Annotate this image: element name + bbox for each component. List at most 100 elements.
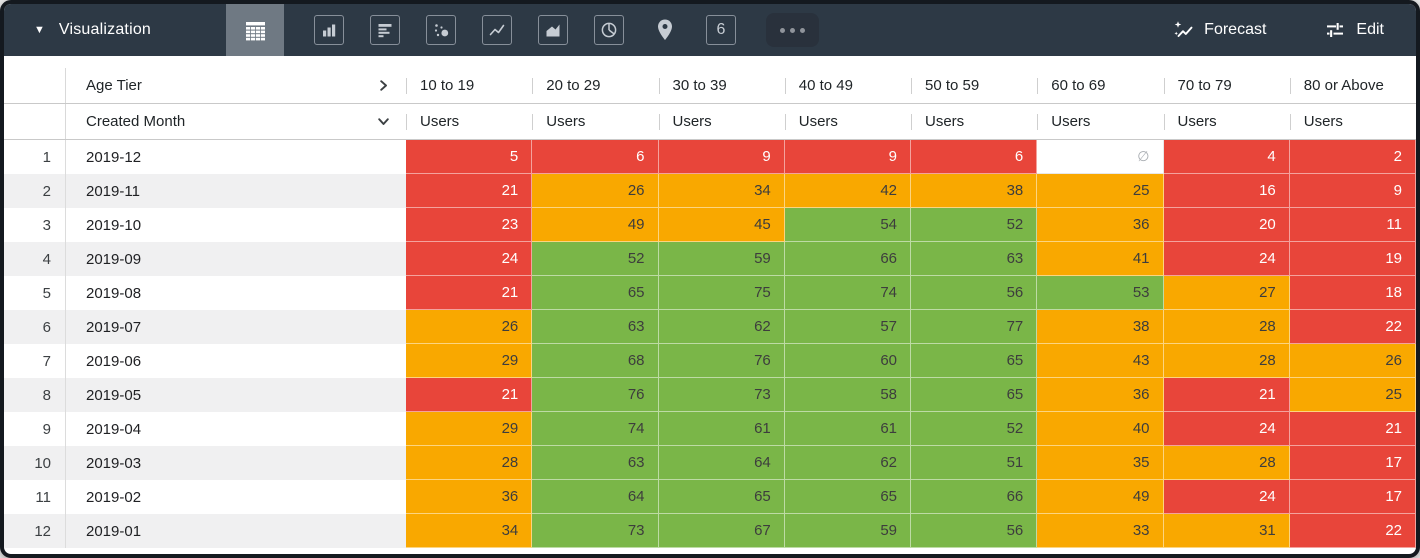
month-cell[interactable]: 2019-03 xyxy=(66,446,406,480)
value-cell[interactable]: 52 xyxy=(911,208,1038,242)
value-cell[interactable]: 59 xyxy=(784,514,911,548)
value-cell[interactable]: 65 xyxy=(532,276,659,310)
value-cell[interactable]: 26 xyxy=(406,310,533,344)
value-cell[interactable]: 6 xyxy=(911,140,1038,174)
table-chart-icon[interactable] xyxy=(226,4,284,56)
edit-button[interactable]: Edit xyxy=(1324,19,1384,41)
column-chart-icon[interactable] xyxy=(314,15,344,45)
value-cell[interactable]: 75 xyxy=(658,276,785,310)
month-cell[interactable]: 2019-04 xyxy=(66,412,406,446)
value-cell[interactable]: 28 xyxy=(1163,344,1290,378)
value-cell[interactable]: 26 xyxy=(532,174,659,208)
value-cell[interactable]: 52 xyxy=(532,242,659,276)
pie-chart-icon[interactable] xyxy=(594,15,624,45)
value-cell[interactable]: 38 xyxy=(1037,310,1164,344)
value-cell[interactable]: 28 xyxy=(1163,446,1290,480)
value-cell[interactable]: 65 xyxy=(911,378,1038,412)
pivot-value-header[interactable]: 40 to 49 xyxy=(785,68,911,103)
value-cell[interactable]: 40 xyxy=(1037,412,1164,446)
measure-header[interactable]: Users xyxy=(785,104,911,139)
value-cell[interactable]: 77 xyxy=(911,310,1038,344)
value-cell[interactable]: 21 xyxy=(406,174,533,208)
value-cell[interactable]: ∅ xyxy=(1037,140,1164,174)
measure-header[interactable]: Users xyxy=(1037,104,1163,139)
measure-header[interactable]: Users xyxy=(406,104,532,139)
value-cell[interactable]: 36 xyxy=(406,480,533,514)
value-cell[interactable]: 63 xyxy=(532,446,659,480)
value-cell[interactable]: 22 xyxy=(1289,310,1416,344)
value-cell[interactable]: 49 xyxy=(1037,480,1164,514)
value-cell[interactable]: 17 xyxy=(1289,446,1416,480)
value-cell[interactable]: 9 xyxy=(658,140,785,174)
value-cell[interactable]: 63 xyxy=(532,310,659,344)
value-cell[interactable]: 4 xyxy=(1163,140,1290,174)
value-cell[interactable]: 26 xyxy=(1289,344,1416,378)
value-cell[interactable]: 52 xyxy=(911,412,1038,446)
value-cell[interactable]: 29 xyxy=(406,412,533,446)
value-cell[interactable]: 62 xyxy=(658,310,785,344)
value-cell[interactable]: 21 xyxy=(1289,412,1416,446)
pivot-value-header[interactable]: 50 to 59 xyxy=(911,68,1037,103)
value-cell[interactable]: 67 xyxy=(658,514,785,548)
line-chart-icon[interactable] xyxy=(482,15,512,45)
value-cell[interactable]: 33 xyxy=(1037,514,1164,548)
month-cell[interactable]: 2019-11 xyxy=(66,174,406,208)
value-cell[interactable]: 29 xyxy=(406,344,533,378)
value-cell[interactable]: 22 xyxy=(1289,514,1416,548)
value-cell[interactable]: 62 xyxy=(784,446,911,480)
value-cell[interactable]: 59 xyxy=(658,242,785,276)
value-cell[interactable]: 73 xyxy=(658,378,785,412)
value-cell[interactable]: 68 xyxy=(532,344,659,378)
pivot-value-header[interactable]: 20 to 29 xyxy=(532,68,658,103)
visualization-collapse-toggle[interactable]: ▼ Visualization xyxy=(4,4,226,56)
pivot-value-header[interactable]: 30 to 39 xyxy=(659,68,785,103)
value-cell[interactable]: 21 xyxy=(406,276,533,310)
value-cell[interactable]: 54 xyxy=(784,208,911,242)
pivot-field-header[interactable]: Age Tier xyxy=(66,68,406,103)
value-cell[interactable]: 41 xyxy=(1037,242,1164,276)
value-cell[interactable]: 38 xyxy=(911,174,1038,208)
value-cell[interactable]: 28 xyxy=(1163,310,1290,344)
value-cell[interactable]: 45 xyxy=(658,208,785,242)
value-cell[interactable]: 76 xyxy=(532,378,659,412)
value-cell[interactable]: 34 xyxy=(406,514,533,548)
month-cell[interactable]: 2019-07 xyxy=(66,310,406,344)
value-cell[interactable]: 65 xyxy=(658,480,785,514)
value-cell[interactable]: 65 xyxy=(784,480,911,514)
more-charts-icon[interactable] xyxy=(766,13,819,47)
value-cell[interactable]: 17 xyxy=(1289,480,1416,514)
value-cell[interactable]: 56 xyxy=(911,276,1038,310)
month-cell[interactable]: 2019-09 xyxy=(66,242,406,276)
month-cell[interactable]: 2019-10 xyxy=(66,208,406,242)
measure-header[interactable]: Users xyxy=(1290,104,1416,139)
single-value-icon[interactable]: 6 xyxy=(706,15,736,45)
value-cell[interactable]: 25 xyxy=(1289,378,1416,412)
value-cell[interactable]: 61 xyxy=(784,412,911,446)
value-cell[interactable]: 51 xyxy=(911,446,1038,480)
month-cell[interactable]: 2019-08 xyxy=(66,276,406,310)
value-cell[interactable]: 18 xyxy=(1289,276,1416,310)
value-cell[interactable]: 19 xyxy=(1289,242,1416,276)
value-cell[interactable]: 20 xyxy=(1163,208,1290,242)
value-cell[interactable]: 66 xyxy=(784,242,911,276)
scatter-chart-icon[interactable] xyxy=(426,15,456,45)
value-cell[interactable]: 56 xyxy=(911,514,1038,548)
value-cell[interactable]: 21 xyxy=(1163,378,1290,412)
value-cell[interactable]: 34 xyxy=(658,174,785,208)
measure-header[interactable]: Users xyxy=(532,104,658,139)
value-cell[interactable]: 5 xyxy=(406,140,533,174)
value-cell[interactable]: 60 xyxy=(784,344,911,378)
value-cell[interactable]: 9 xyxy=(1289,174,1416,208)
value-cell[interactable]: 11 xyxy=(1289,208,1416,242)
value-cell[interactable]: 64 xyxy=(658,446,785,480)
value-cell[interactable]: 66 xyxy=(911,480,1038,514)
value-cell[interactable]: 16 xyxy=(1163,174,1290,208)
value-cell[interactable]: 65 xyxy=(911,344,1038,378)
value-cell[interactable]: 49 xyxy=(532,208,659,242)
value-cell[interactable]: 24 xyxy=(1163,480,1290,514)
value-cell[interactable]: 24 xyxy=(406,242,533,276)
value-cell[interactable]: 57 xyxy=(784,310,911,344)
pivot-value-header[interactable]: 70 to 79 xyxy=(1164,68,1290,103)
value-cell[interactable]: 9 xyxy=(784,140,911,174)
pivot-value-header[interactable]: 10 to 19 xyxy=(406,68,532,103)
